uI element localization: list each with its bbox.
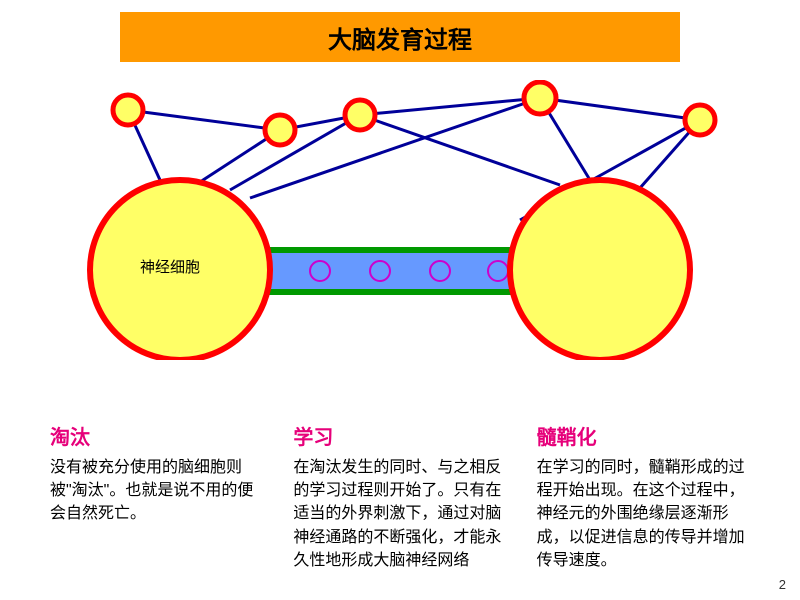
column-learning: 学习 在淘汰发生的同时、与之相反的学习过程则开始了。只有在适当的外界刺激下，通过… <box>293 421 506 572</box>
text-columns: 淘汰 没有被充分使用的脑细胞则被"淘汰"。也就是说不用的便会自然死亡。 学习 在… <box>50 421 750 572</box>
title-text: 大脑发育过程 <box>328 20 472 55</box>
column-myelination: 髓鞘化 在学习的同时，髓鞘形成的过程开始出现。在这个过程中，神经元的外围绝缘层逐… <box>537 421 750 572</box>
column-body: 没有被充分使用的脑细胞则被"淘汰"。也就是说不用的便会自然死亡。 <box>50 456 263 526</box>
brain-diagram: 神经细胞 <box>0 80 800 360</box>
column-body: 在淘汰发生的同时、与之相反的学习过程则开始了。只有在适当的外界刺激下，通过对脑神… <box>293 456 506 572</box>
column-body: 在学习的同时，髓鞘形成的过程开始出现。在这个过程中，神经元的外围绝缘层逐渐形成，… <box>537 456 750 572</box>
diagram-svg: 神经细胞 <box>0 80 800 360</box>
column-heading: 淘汰 <box>50 421 263 450</box>
column-heading: 髓鞘化 <box>537 421 750 450</box>
column-elimination: 淘汰 没有被充分使用的脑细胞则被"淘汰"。也就是说不用的便会自然死亡。 <box>50 421 263 572</box>
svg-text:神经细胞: 神经细胞 <box>140 259 200 276</box>
title-banner: 大脑发育过程 <box>120 12 680 62</box>
column-heading: 学习 <box>293 421 506 450</box>
page-number: 2 <box>779 577 786 592</box>
